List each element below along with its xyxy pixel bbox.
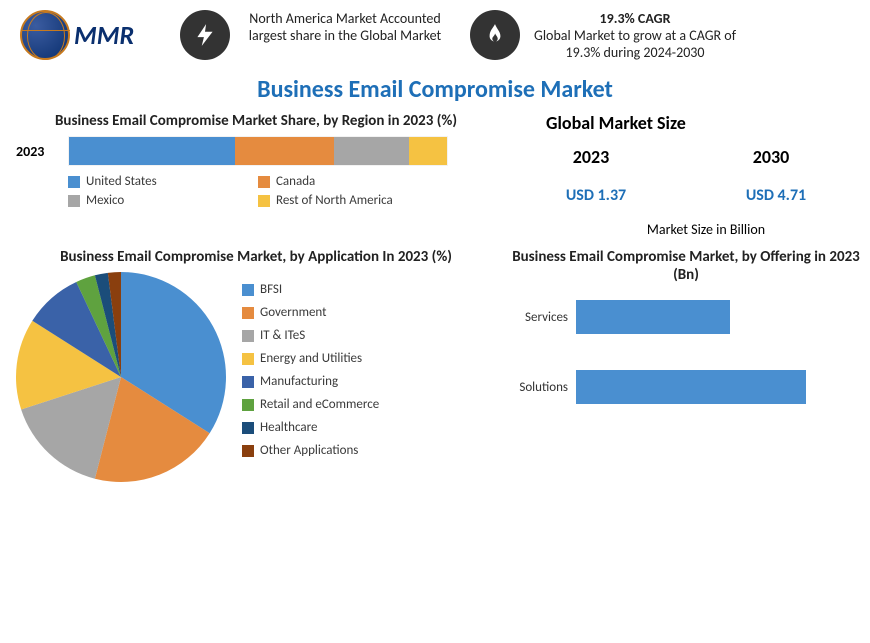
stacked-segment [334, 137, 410, 165]
hbar-track [576, 370, 856, 404]
fact-body: Global Market to grow at a CAGR of 19.3%… [534, 27, 736, 61]
legend-swatch [242, 399, 254, 411]
hbar-label: Solutions [506, 380, 576, 395]
region-chart-title: Business Email Compromise Market Share, … [16, 112, 496, 130]
legend-label: IT & ITeS [260, 328, 305, 343]
region-year-label: 2023 [16, 143, 58, 160]
legend-label: Government [260, 305, 327, 320]
legend-swatch [68, 176, 80, 188]
legend-item: Other Applications [242, 443, 379, 458]
fact-north-america: North America Market Accounted largest s… [180, 10, 450, 60]
legend-item: United States [68, 174, 228, 189]
legend-swatch [242, 422, 254, 434]
fact-cagr: 19.3% CAGR Global Market to grow at a CA… [470, 10, 740, 61]
global-market-size: Global Market Size 2023 2030 USD 1.37 US… [506, 112, 866, 238]
legend-swatch [242, 330, 254, 342]
stacked-segment [235, 137, 333, 165]
legend-swatch [242, 445, 254, 457]
page-title: Business Email Compromise Market [0, 75, 870, 104]
offering-chart-title: Business Email Compromise Market, by Off… [506, 248, 866, 284]
legend-label: Other Applications [260, 443, 358, 458]
legend-label: BFSI [260, 282, 282, 297]
gms-val-1: USD 4.71 [726, 186, 826, 205]
pie-chart [16, 272, 226, 482]
stacked-segment [409, 137, 447, 165]
globe-icon [20, 10, 70, 60]
region-chart: Business Email Compromise Market Share, … [16, 112, 496, 238]
legend-item: Retail and eCommerce [242, 397, 379, 412]
legend-label: Energy and Utilities [260, 351, 362, 366]
legend-swatch [242, 376, 254, 388]
legend-swatch [242, 284, 254, 296]
legend-item: Mexico [68, 193, 228, 208]
hbar-label: Services [506, 310, 576, 325]
fact-heading: 19.3% CAGR [530, 10, 740, 27]
bolt-icon [180, 10, 230, 60]
legend-swatch [242, 307, 254, 319]
hbar-row: Services [506, 300, 866, 334]
fact-text-cagr: 19.3% CAGR Global Market to grow at a CA… [530, 10, 740, 61]
hbar-track [576, 300, 856, 334]
legend-swatch [242, 353, 254, 365]
legend-item: Rest of North America [258, 193, 418, 208]
legend-label: Rest of North America [276, 193, 393, 208]
hbar-fill [576, 300, 730, 334]
stacked-bar [68, 136, 448, 166]
legend-label: Manufacturing [260, 374, 338, 389]
logo-text: MMR [74, 19, 134, 51]
region-legend: United States Canada Mexico Rest of North A… [68, 174, 496, 208]
hbar-fill [576, 370, 806, 404]
offering-chart: Business Email Compromise Market, by Off… [506, 248, 866, 482]
gms-year-0: 2023 [546, 146, 636, 168]
legend-label: United States [86, 174, 157, 189]
legend-label: Healthcare [260, 420, 317, 435]
legend-item: Government [242, 305, 379, 320]
legend-swatch [258, 176, 270, 188]
pie-chart-block: Business Email Compromise Market, by App… [16, 248, 496, 482]
gms-year-1: 2030 [726, 146, 816, 168]
legend-swatch [258, 195, 270, 207]
logo: MMR [20, 10, 160, 60]
legend-item: Manufacturing [242, 374, 379, 389]
legend-swatch [68, 195, 80, 207]
gms-years: 2023 2030 [546, 146, 866, 168]
legend-item: BFSI [242, 282, 379, 297]
legend-item: Healthcare [242, 420, 379, 435]
legend-label: Retail and eCommerce [260, 397, 379, 412]
pie-legend: BFSI Government IT & ITeS Energy and Utilit… [242, 272, 379, 482]
fact-text-north-america: North America Market Accounted largest s… [240, 10, 450, 44]
gms-val-0: USD 1.37 [546, 186, 646, 205]
region-bar-row: 2023 [16, 136, 496, 166]
flame-icon [470, 10, 520, 60]
fact-body: North America Market Accounted largest s… [249, 10, 441, 44]
hbar-row: Solutions [506, 370, 866, 404]
chart-grid: Business Email Compromise Market Share, … [0, 104, 870, 482]
legend-label: Canada [276, 174, 315, 189]
legend-label: Mexico [86, 193, 124, 208]
gms-caption: Market Size in Billion [546, 221, 866, 238]
legend-item: IT & ITeS [242, 328, 379, 343]
legend-item: Energy and Utilities [242, 351, 379, 366]
pie-chart-title: Business Email Compromise Market, by App… [16, 248, 496, 266]
header: MMR North America Market Accounted large… [0, 0, 870, 61]
gms-title: Global Market Size [546, 112, 866, 134]
legend-item: Canada [258, 174, 418, 189]
gms-values: USD 1.37 USD 4.71 [546, 186, 866, 205]
stacked-segment [69, 137, 235, 165]
offering-bars: Services Solutions [506, 300, 866, 404]
